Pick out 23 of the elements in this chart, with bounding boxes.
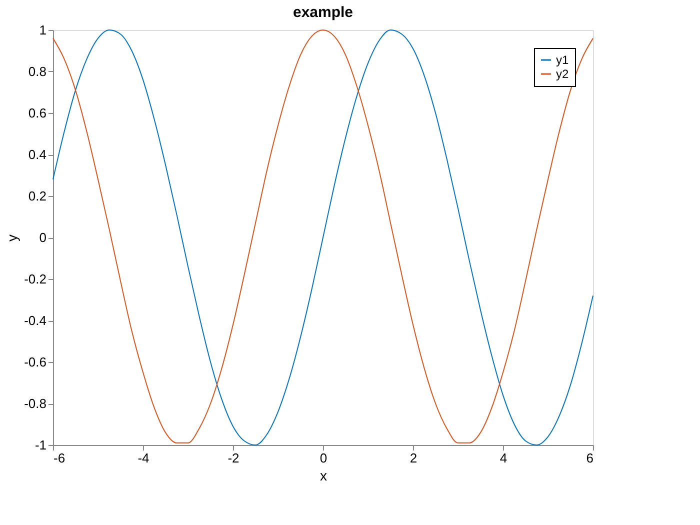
- x-tick-label: -6: [54, 450, 66, 466]
- x-tick-label: 2: [410, 450, 418, 466]
- chart-title: example: [292, 4, 354, 21]
- y-tick-label: 1: [39, 22, 46, 38]
- x-tick-label: 0: [320, 450, 328, 466]
- y-tick-label: 0.6: [28, 106, 46, 120]
- y-tick-label: 0.8: [28, 64, 46, 79]
- y-tick-label: -0.4: [24, 313, 46, 328]
- x-tick-label: -4: [138, 450, 150, 466]
- x-tick-label: 6: [586, 450, 594, 466]
- legend-label: y2: [556, 67, 569, 81]
- x-axis-title: x: [320, 468, 327, 484]
- y-tick-label: 0.2: [28, 188, 46, 204]
- y-tick-label: 0.4: [28, 147, 46, 162]
- x-tick-label: 4: [500, 450, 508, 466]
- y-tick-label: -1: [34, 438, 46, 452]
- y-tick-label: -0.2: [24, 272, 46, 286]
- legend-label: y1: [556, 53, 569, 67]
- y-tick-label: 0: [39, 230, 46, 245]
- x-tick-label: -2: [228, 450, 240, 466]
- y-axis-title: y: [4, 234, 20, 242]
- y-tick-label: -0.8: [24, 396, 46, 411]
- y-tick-label: -0.6: [24, 354, 46, 370]
